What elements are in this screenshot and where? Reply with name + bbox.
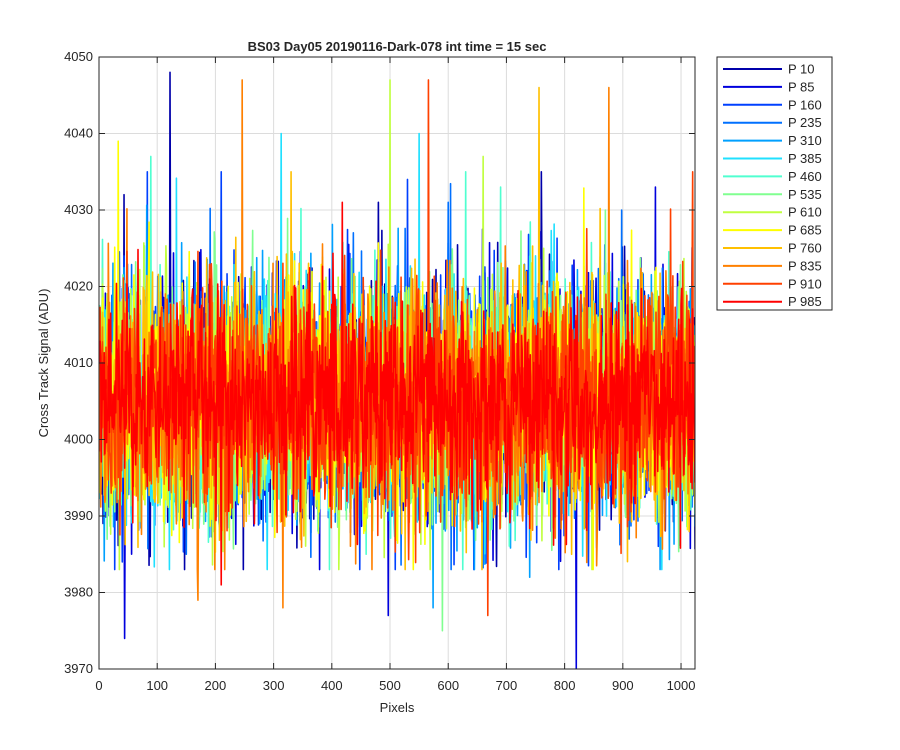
legend-entry: P 385: [788, 151, 822, 166]
x-tick-label: 400: [321, 678, 343, 693]
x-tick-label: 500: [379, 678, 401, 693]
legend-entry: P 535: [788, 187, 822, 202]
legend-entry: P 160: [788, 97, 822, 112]
x-tick-label: 700: [496, 678, 518, 693]
legend-entry: P 760: [788, 241, 822, 256]
legend-box: [716, 56, 833, 311]
legend-items: P 10 P 85 P 160 P 235 P 310 P 385 P 460 P 535 P …: [723, 62, 822, 309]
y-tick-label: 4030: [64, 202, 93, 217]
x-tick-label: 900: [612, 678, 634, 693]
y-tick-label: 4040: [64, 126, 93, 141]
x-tick-label: 1000: [667, 678, 696, 693]
plot-area: 0 100 200 300 400 500 600 700 800 900 1000 3970 398…: [64, 49, 696, 693]
series-line: [99, 201, 695, 586]
legend-entry: P 85: [788, 79, 815, 94]
legend-entry: P 460: [788, 169, 822, 184]
legend-entry: P 910: [788, 276, 822, 291]
x-tick-label: 100: [146, 678, 168, 693]
y-axis-label: Cross Track Signal (ADU): [36, 289, 51, 438]
x-tick-label: 0: [95, 678, 102, 693]
legend-entry: P 310: [788, 133, 822, 148]
legend-entry: P 685: [788, 223, 822, 238]
series-layer: [99, 71, 695, 669]
legend: P 10 P 85 P 160 P 235 P 310 P 385 P 460 P 535 P …: [716, 56, 833, 311]
chart-title: BS03 Day05 20190116-Dark-078 int time = …: [248, 39, 547, 54]
y-tick-label: 4050: [64, 49, 93, 64]
legend-entry: P 985: [788, 294, 822, 309]
x-tick-label: 200: [205, 678, 227, 693]
x-axis-label: Pixels: [380, 700, 415, 715]
series-line: [99, 79, 695, 617]
y-tick-label: 4020: [64, 279, 93, 294]
y-tick-label: 3980: [64, 585, 93, 600]
y-tick-label: 4010: [64, 355, 93, 370]
legend-entry: P 235: [788, 115, 822, 130]
legend-entry: P 835: [788, 258, 822, 273]
tick-marks: [98, 56, 695, 670]
y-tick-labels: 3970 3980 3990 4000 4010 4020 4030 4040 4050: [64, 49, 93, 676]
legend-entry: P 610: [788, 205, 822, 220]
x-tick-label: 600: [437, 678, 459, 693]
x-tick-label: 800: [554, 678, 576, 693]
y-tick-label: 3990: [64, 508, 93, 523]
x-tick-labels: 0 100 200 300 400 500 600 700 800 900 1000: [95, 678, 695, 693]
y-tick-label: 4000: [64, 432, 93, 447]
y-tick-label: 3970: [64, 661, 93, 676]
x-tick-label: 300: [263, 678, 285, 693]
legend-entry: P 10: [788, 62, 815, 77]
